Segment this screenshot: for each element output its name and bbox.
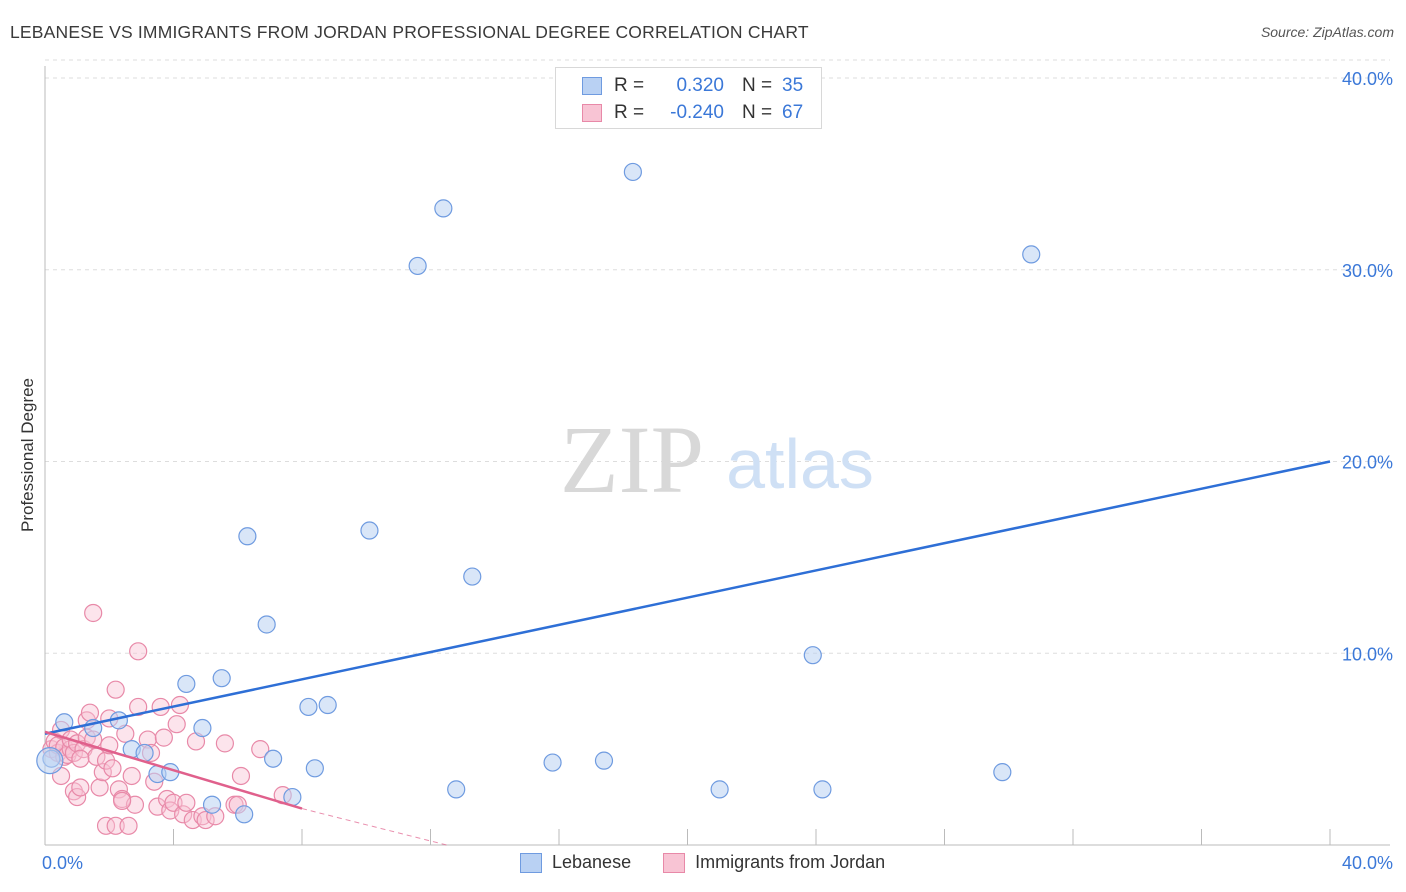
lebanese-point	[202, 795, 222, 814]
jordan-point	[109, 780, 128, 799]
lebanese-point-large	[36, 747, 64, 775]
lebanese-points	[36, 162, 1041, 824]
lebanese-trend-line	[44, 460, 1331, 736]
jordan-point	[106, 680, 125, 699]
n-value-jordan: 67	[782, 102, 804, 123]
legend-row-lebanese: R = 0.320 N = 35	[556, 73, 803, 99]
jordan-point	[103, 759, 122, 778]
jordan-point	[183, 810, 202, 830]
chart-title: LEBANESE VS IMMIGRANTS FROM JORDAN PROFE…	[10, 22, 809, 42]
lebanese-swatch	[582, 77, 602, 95]
lebanese-legend-swatch	[520, 852, 542, 873]
jordan-points	[42, 603, 292, 835]
lebanese-point	[710, 780, 729, 799]
r-value-jordan: -0.240	[670, 102, 724, 123]
jordan-point	[90, 778, 109, 797]
jordan-point	[231, 766, 251, 786]
jordan-point	[167, 715, 186, 734]
lebanese-point	[813, 780, 832, 799]
tick-labels: 10.0% 20.0% 30.0% 40.0% 0.0% 40.0%	[42, 69, 1393, 873]
lebanese-point	[408, 256, 427, 276]
jordan-point	[177, 793, 196, 812]
jordan-legend-swatch	[663, 852, 686, 873]
lebanese-point	[803, 646, 822, 665]
trend-lines	[44, 460, 1331, 846]
legend-label-jordan: Immigrants from Jordan	[695, 852, 886, 872]
jordan-point	[93, 763, 112, 782]
lebanese-point	[434, 199, 453, 218]
grid-lines	[45, 59, 1390, 654]
x-tick-label: 40.0%	[1342, 853, 1393, 873]
jordan-point	[196, 810, 215, 830]
lebanese-point	[305, 759, 324, 778]
lebanese-point	[543, 753, 562, 772]
jordan-trend-line	[44, 730, 303, 810]
legend-item-jordan[interactable]: Immigrants from Jordan	[663, 852, 885, 873]
legend-item-lebanese[interactable]: Lebanese	[520, 852, 631, 873]
correlation-legend: R = 0.320 N = 35 R = -0.240 N = 67	[555, 67, 822, 129]
jordan-point	[122, 766, 141, 786]
lebanese-point	[623, 162, 642, 182]
jordan-point	[106, 816, 125, 835]
lebanese-point	[360, 521, 379, 540]
jordan-point	[84, 603, 103, 623]
watermark: ZIP atlas	[560, 406, 874, 513]
jordan-point	[129, 642, 148, 661]
lebanese-point	[299, 697, 318, 717]
jordan-point	[68, 787, 87, 807]
lebanese-point	[212, 669, 231, 688]
jordan-point	[80, 703, 100, 722]
x-tick-label: 0.0%	[42, 853, 83, 873]
jordan-point	[119, 816, 138, 835]
jordan-swatch	[582, 104, 602, 122]
lebanese-point	[193, 718, 212, 738]
watermark-atlas: atlas	[726, 425, 874, 503]
jordan-point	[174, 805, 193, 824]
n-label: N =	[742, 102, 773, 123]
y-tick-label: 40.0%	[1342, 69, 1393, 89]
n-label: N =	[742, 75, 773, 96]
jordan-point	[112, 791, 132, 810]
axes	[44, 66, 1390, 846]
jordan-point	[129, 697, 148, 717]
jordan-point	[154, 728, 173, 747]
jordan-point	[215, 734, 234, 753]
lebanese-point	[177, 674, 196, 694]
lebanese-point	[238, 527, 257, 546]
y-tick-label: 30.0%	[1342, 261, 1393, 281]
lebanese-point	[463, 567, 482, 586]
lebanese-point	[993, 763, 1012, 782]
jordan-point	[71, 778, 90, 797]
y-tick-label: 10.0%	[1342, 644, 1393, 664]
jordan-point	[251, 740, 270, 759]
y-axis-label: Professional Degree	[18, 377, 37, 533]
lebanese-point	[235, 805, 254, 824]
lebanese-point	[594, 751, 614, 770]
lebanese-point	[263, 749, 283, 768]
jordan-point	[71, 749, 90, 768]
lebanese-point	[318, 695, 337, 715]
r-label: R =	[614, 75, 645, 96]
series-legend: Lebanese Immigrants from Jordan	[520, 852, 917, 873]
y-tick-label: 20.0%	[1342, 453, 1393, 473]
source-credit: Source: ZipAtlas.com	[1260, 24, 1394, 40]
jordan-trend-extension	[301, 808, 447, 846]
n-value-lebanese: 35	[782, 75, 804, 96]
lebanese-point	[257, 615, 276, 634]
lebanese-point	[1022, 245, 1041, 264]
jordan-point	[96, 816, 116, 835]
r-value-lebanese: 0.320	[676, 75, 724, 96]
legend-label-lebanese: Lebanese	[552, 852, 632, 872]
r-label: R =	[614, 102, 645, 123]
watermark-zip: ZIP	[560, 406, 704, 513]
lebanese-point	[447, 780, 466, 799]
legend-row-jordan: R = -0.240 N = 67	[556, 100, 803, 126]
